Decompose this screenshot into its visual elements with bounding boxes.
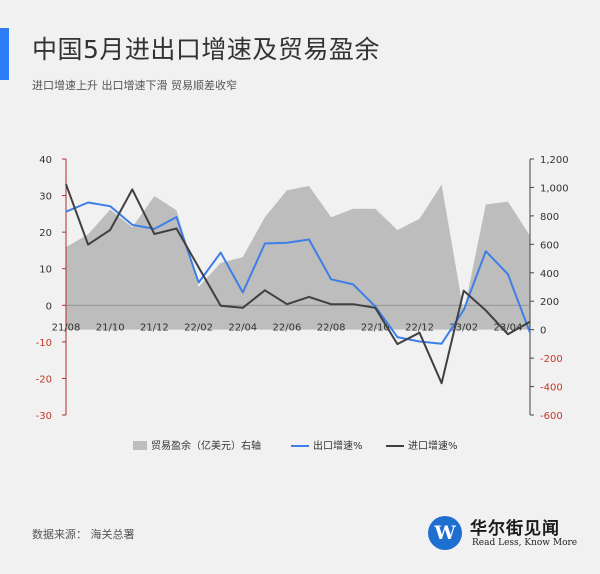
- x-tick-label: 23/04: [493, 322, 522, 333]
- legend-swatch-surplus: [133, 441, 147, 450]
- x-tick-label: 22/06: [273, 322, 302, 333]
- left-y-tick-label: -30: [36, 411, 52, 422]
- legend-label-surplus: 贸易盈余（亿美元）右轴: [151, 439, 261, 452]
- right-y-tick-label: -400: [540, 383, 563, 394]
- export-growth-line: [65, 201, 531, 345]
- x-tick-label: 23/02: [449, 322, 478, 333]
- right-y-tick-label: 0: [540, 326, 546, 337]
- x-tick-label: 22/10: [361, 322, 390, 333]
- right-y-tick-label: 400: [540, 269, 559, 280]
- x-tick-label: 22/04: [228, 322, 257, 333]
- chart-title: 中国5月进出口增速及贸易盈余: [32, 35, 380, 64]
- x-tick-label: 22/02: [184, 322, 213, 333]
- right-y-tick-label: -600: [540, 411, 563, 422]
- x-tick-label: 21/10: [96, 322, 125, 333]
- left-y-tick-label: 10: [39, 265, 52, 276]
- x-tick-label: 22/12: [405, 322, 434, 333]
- logo-name: 华尔街见闻: [470, 519, 560, 539]
- x-tick-label: 21/08: [52, 322, 81, 333]
- brand-logo: W 华尔街见闻 Read Less, Know More: [428, 512, 588, 556]
- left-y-tick-label: -10: [36, 338, 52, 349]
- legend-label-export: 出口增速%: [313, 439, 363, 452]
- x-tick-label: 22/08: [317, 322, 346, 333]
- logo-slogan: Read Less, Know More: [472, 538, 578, 548]
- chart-subtitle: 进口增速上升 出口增速下滑 贸易顺差收窄: [32, 79, 237, 92]
- left-y-tick-label: 40: [39, 155, 52, 166]
- trade-surplus-area: [66, 184, 530, 330]
- right-y-tick-label: 600: [540, 240, 559, 251]
- left-y-tick-label: 0: [46, 301, 52, 312]
- left-y-tick-label: -20: [36, 374, 52, 385]
- right-y-tick-label: 1,000: [540, 183, 569, 194]
- title-accent-bar: [0, 28, 9, 80]
- logo-w-icon: W: [428, 516, 462, 550]
- right-y-tick-label: -200: [540, 354, 563, 365]
- x-tick-label: 21/12: [140, 322, 169, 333]
- import-growth-line: [65, 183, 531, 385]
- chart-svg: 40 30 20 10 0 -10 -20 -30 1,200 1,000 800 600 400 200…: [36, 155, 569, 452]
- right-y-tick-label: 200: [540, 297, 559, 308]
- left-y-tick-label: 30: [39, 192, 52, 203]
- right-y-tick-label: 1,200: [540, 155, 569, 166]
- data-source: 数据来源： 海关总署: [32, 528, 135, 541]
- right-y-tick-label: 800: [540, 212, 559, 223]
- legend-label-import: 进口增速%: [408, 439, 458, 452]
- left-y-tick-label: 20: [39, 228, 52, 239]
